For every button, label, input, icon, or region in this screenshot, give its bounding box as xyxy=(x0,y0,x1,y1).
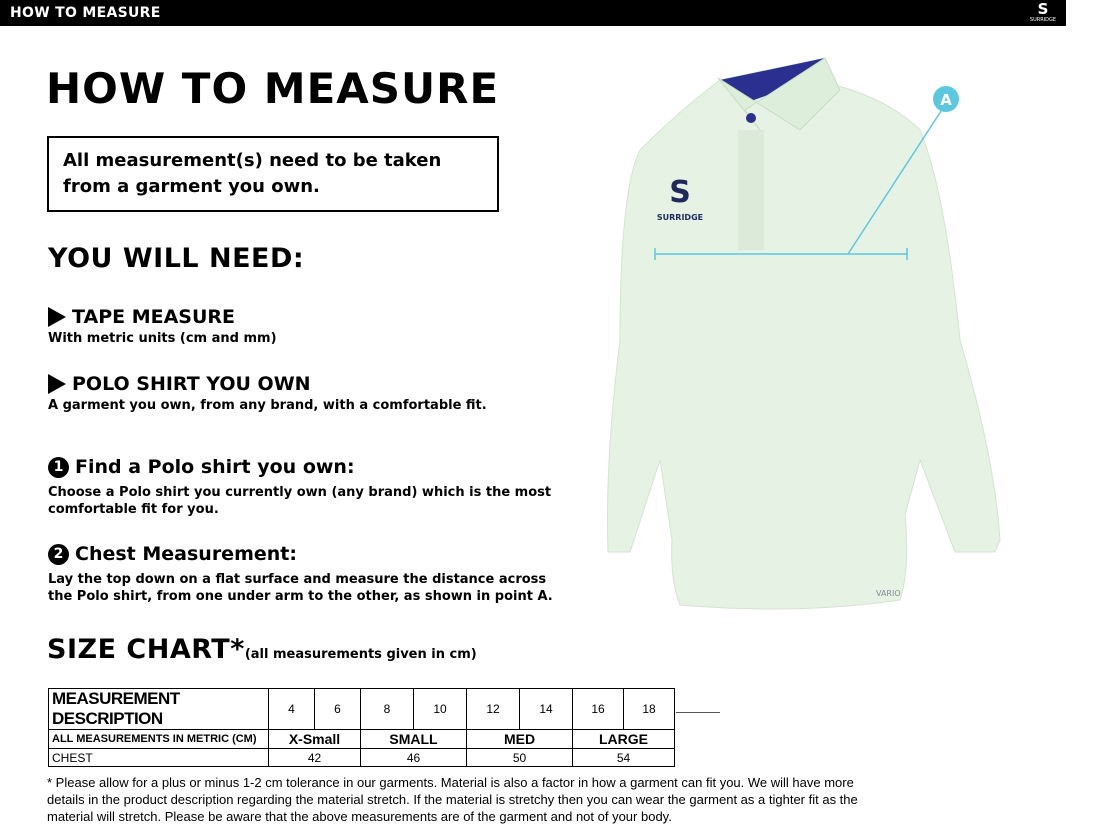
step-desc: Lay the top down on a flat surface and m… xyxy=(48,572,553,604)
table-row: MEASUREMENT DESCRIPTION 4 6 8 10 12 14 1… xyxy=(48,688,675,730)
sleeve-logo: VARIO xyxy=(876,589,901,598)
button-icon xyxy=(746,113,756,123)
placket xyxy=(738,130,764,250)
need-item: TAPE MEASURE With metric units (cm and m… xyxy=(48,306,277,346)
number-circle-icon: 1 xyxy=(48,456,69,478)
cell: 18 xyxy=(623,688,675,730)
shirt-body xyxy=(607,57,1001,610)
table-row: ALL MEASUREMENTS IN METRIC (CM) X-Small … xyxy=(48,729,675,749)
page-title: HOW TO MEASURE xyxy=(46,64,500,113)
cell: MEASUREMENT DESCRIPTION xyxy=(48,688,269,730)
step-title: Chest Measurement: xyxy=(75,543,297,565)
step-2: 2 Chest Measurement: Lay the top down on … xyxy=(48,543,568,605)
step-desc: Choose a Polo shirt you currently own (a… xyxy=(48,485,552,517)
cell: 14 xyxy=(519,688,573,730)
size-chart-heading: SIZE CHART*(all measurements given in cm… xyxy=(47,634,477,665)
shirt-logo-s: S xyxy=(669,175,691,210)
cell: MED xyxy=(466,729,573,749)
notice-box: All measurement(s) need to be taken from… xyxy=(47,136,499,212)
header-bar xyxy=(0,0,1066,26)
surridge-logo: S SURRIDGE xyxy=(1029,0,1057,24)
step-title: Find a Polo shirt you own: xyxy=(75,456,355,478)
need-title: POLO SHIRT YOU OWN xyxy=(72,373,311,395)
number-circle-icon: 2 xyxy=(48,543,69,565)
size-table: MEASUREMENT DESCRIPTION 4 6 8 10 12 14 1… xyxy=(48,688,675,767)
shirt-illustration: S SURRIDGE VARIO A xyxy=(607,57,1001,610)
triangle-bullet-icon xyxy=(48,374,66,394)
need-title: TAPE MEASURE xyxy=(72,306,236,328)
cell: SMALL xyxy=(360,729,467,749)
marker-a-label: A xyxy=(940,91,952,109)
footnote: * Please allow for a plus or minus 1-2 c… xyxy=(47,775,858,824)
cell: 4 xyxy=(268,688,315,730)
divider xyxy=(676,712,720,713)
cell: 50 xyxy=(466,748,573,767)
cell: 10 xyxy=(413,688,467,730)
header-title: HOW TO MEASURE xyxy=(10,5,161,21)
you-will-need-heading: YOU WILL NEED: xyxy=(48,243,305,274)
size-chart-note: (all measurements given in cm) xyxy=(244,647,477,662)
need-item: POLO SHIRT YOU OWN A garment you own, fr… xyxy=(48,373,487,413)
triangle-bullet-icon xyxy=(48,307,66,327)
collar xyxy=(720,58,825,105)
need-desc: With metric units (cm and mm) xyxy=(48,331,277,346)
cell: 46 xyxy=(360,748,467,767)
cell: CHEST xyxy=(48,748,269,767)
marker-leader-line xyxy=(847,107,944,255)
cell: LARGE xyxy=(572,729,675,749)
cell: 16 xyxy=(572,688,624,730)
step-1: 1 Find a Polo shirt you own: Choose a Pol… xyxy=(48,456,568,518)
marker-a-icon xyxy=(933,86,959,112)
cell: 6 xyxy=(314,688,361,730)
cell: ALL MEASUREMENTS IN METRIC (CM) xyxy=(48,729,269,749)
need-desc: A garment you own, from any brand, with … xyxy=(48,398,487,413)
table-row: CHEST 42 46 50 54 xyxy=(48,748,675,767)
cell: 54 xyxy=(572,748,675,767)
cell: 12 xyxy=(466,688,520,730)
cell: 8 xyxy=(360,688,414,730)
cell: 42 xyxy=(268,748,361,767)
cell: X-Small xyxy=(268,729,361,749)
shirt-logo-text: SURRIDGE xyxy=(657,213,703,222)
